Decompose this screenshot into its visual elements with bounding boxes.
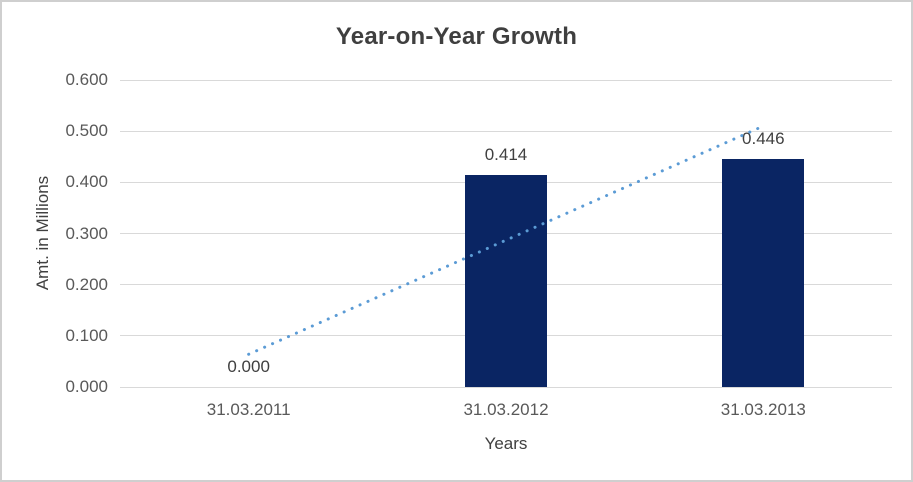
y-tick-label: 0.400 <box>65 172 108 192</box>
x-tick-label: 31.03.2012 <box>463 400 549 419</box>
y-tick-label: 0.100 <box>65 325 108 345</box>
y-tick-label: 0.600 <box>65 70 108 89</box>
y-tick-label: 0.200 <box>65 274 108 294</box>
x-tick-label: 31.03.2011 <box>206 400 291 419</box>
y-tick-label: 0.000 <box>65 377 108 396</box>
trendline-path <box>247 124 765 356</box>
trendline <box>247 124 765 356</box>
x-axis-title: Years <box>484 434 528 453</box>
gridline <box>120 79 892 81</box>
x-tick-label: 31.03.2013 <box>720 400 806 419</box>
data-label: 0.414 <box>484 145 528 165</box>
bar <box>722 158 805 387</box>
gridline <box>120 130 892 132</box>
chart-title: Year-on-Year Growth <box>335 23 578 50</box>
data-label: 0.000 <box>227 357 270 376</box>
y-tick-label: 0.300 <box>65 223 108 243</box>
y-tick-label: 0.500 <box>65 121 108 141</box>
bar <box>465 175 547 387</box>
gridline <box>120 386 892 388</box>
plot-area: 0.000 0.100 0.200 0.300 0.400 0.500 0.600 0.000… <box>65 71 892 419</box>
data-label: 0.446 <box>742 128 785 148</box>
